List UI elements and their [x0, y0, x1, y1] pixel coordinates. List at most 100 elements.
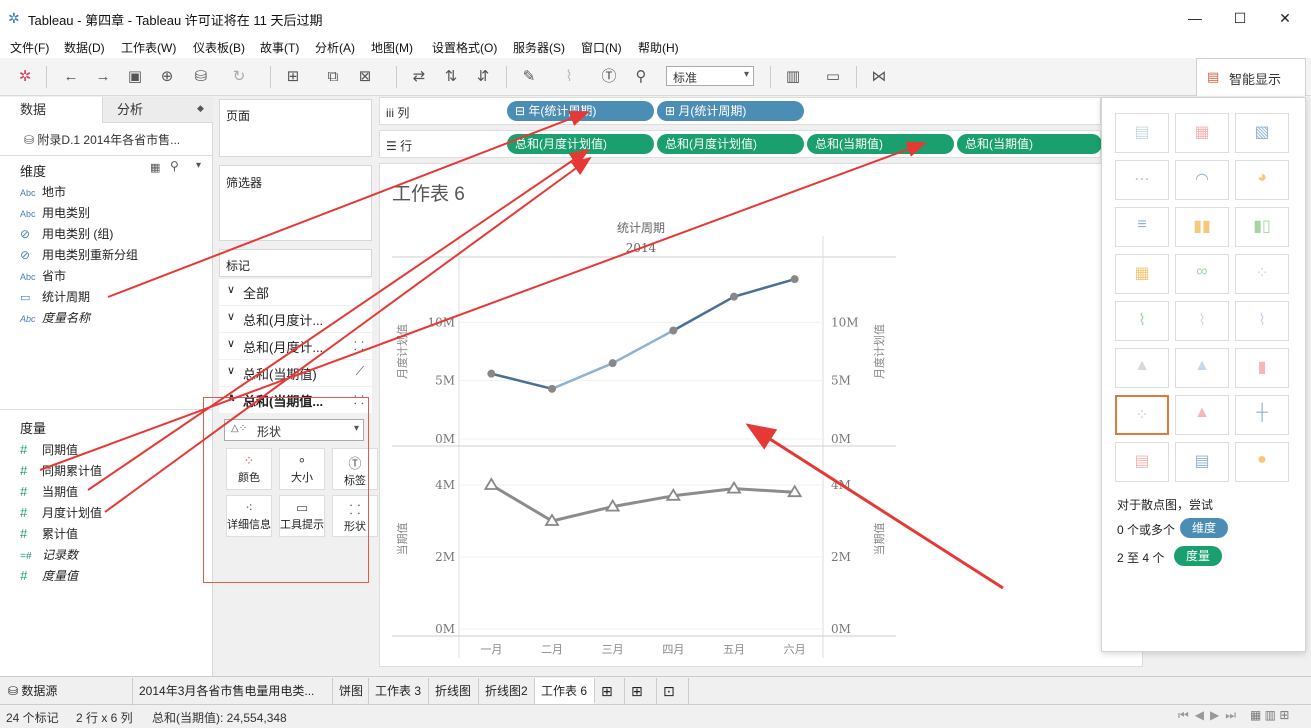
chart-type-thumbnail[interactable]: ●	[1235, 442, 1289, 482]
menu-data[interactable]: 数据(D)	[64, 41, 105, 55]
marks-row[interactable]: ∨ 总和(当期值) ⟋	[219, 360, 372, 386]
chart-type-thumbnail[interactable]: ≡	[1115, 207, 1169, 247]
dimension-field[interactable]: ▭ 统计周期	[20, 288, 90, 308]
minimize-button[interactable]: —	[1188, 10, 1202, 26]
show-me-tab[interactable]: ▤ 智能显示	[1196, 58, 1306, 96]
highlight-icon[interactable]: ✎	[522, 68, 536, 85]
chart-type-thumbnail[interactable]: ▤	[1115, 442, 1169, 482]
menu-dashboard[interactable]: 仪表板(B)	[193, 41, 245, 55]
dimension-field[interactable]: Abc 度量名称	[20, 309, 90, 329]
marks-row[interactable]: ∨ 总和(月度计... ⸬	[219, 333, 372, 359]
chart-type-thumbnail[interactable]: ∞	[1175, 254, 1229, 294]
undo-icon[interactable]: ←	[63, 68, 79, 85]
menu-server[interactable]: 服务器(S)	[513, 41, 565, 55]
save-icon[interactable]: ▣	[127, 68, 143, 85]
menu-worksheet[interactable]: 工作表(W)	[121, 41, 177, 55]
dimension-field[interactable]: Abc 地市	[20, 183, 66, 203]
refresh-icon[interactable]: ↻	[232, 68, 246, 85]
columns-shelf[interactable]: iii 列 ⊟ 年(统计周期) ⊞ 月(统计周期)	[379, 97, 1101, 125]
new-worksheet-icon[interactable]: ⊞	[286, 68, 300, 85]
pin-icon[interactable]: ⚲	[635, 68, 647, 85]
marks-row[interactable]: ∨ 总和(月度计...	[219, 306, 372, 332]
chart-type-thumbnail[interactable]: ┼	[1235, 395, 1289, 435]
filters-card[interactable]: 筛选器	[219, 165, 372, 241]
measure-field[interactable]: # 度量值	[20, 567, 78, 587]
chart-type-thumbnail[interactable]: ▲	[1115, 348, 1169, 388]
new-datasource-icon[interactable]: ⊕	[160, 68, 174, 85]
grid-view-icon[interactable]: ▦	[150, 162, 161, 174]
measure-field[interactable]: =# 记录数	[20, 546, 78, 566]
menu-format[interactable]: 设置格式(O)	[432, 41, 498, 55]
measure-field[interactable]: # 累计值	[20, 525, 78, 545]
tab-datasource[interactable]: ⛁ 数据源	[0, 678, 133, 704]
menu-story[interactable]: 故事(T)	[260, 41, 300, 55]
presentation-icon[interactable]: ▭	[825, 68, 841, 85]
chart-type-thumbnail[interactable]: ◕	[1235, 160, 1289, 200]
chevron-down-icon[interactable]: ▾	[196, 160, 202, 171]
label-icon[interactable]: Ⓣ	[601, 68, 617, 85]
chart-type-thumbnail[interactable]: ◠	[1175, 160, 1229, 200]
tableau-icon[interactable]: ✲	[18, 68, 32, 85]
chart-type-thumbnail[interactable]: ▲	[1175, 395, 1229, 435]
tab-data[interactable]: 数据	[0, 97, 102, 123]
chart-type-thumbnail[interactable]: ▤	[1175, 442, 1229, 482]
sheet-tab[interactable]: 折线图2	[479, 678, 535, 704]
menu-map[interactable]: 地图(M)	[371, 41, 413, 55]
chart-type-thumbnail[interactable]: ▧	[1235, 113, 1289, 153]
new-dashboard-icon[interactable]: ⊞	[625, 678, 657, 704]
sheet-tab[interactable]: 饼图	[333, 678, 369, 704]
dimension-field[interactable]: ⊘ 用电类别 (组)	[20, 225, 113, 245]
fit-select[interactable]: 标准 ▾	[666, 66, 754, 86]
chart-type-thumbnail[interactable]: ▮	[1235, 348, 1289, 388]
sheet-tab[interactable]: 工作表 3	[369, 678, 429, 704]
pages-card[interactable]: 页面	[219, 99, 372, 157]
chart-type-thumbnail[interactable]: ▦	[1175, 113, 1229, 153]
menu-analysis[interactable]: 分析(A)	[315, 41, 355, 55]
column-pill-year[interactable]: ⊟ 年(统计周期)	[507, 101, 654, 121]
chart-type-thumbnail[interactable]: ▤	[1115, 113, 1169, 153]
dimension-field[interactable]: ⊘ 用电类别重新分组	[20, 246, 138, 266]
chart-type-thumbnail[interactable]: ⁘	[1115, 395, 1169, 435]
chart-type-thumbnail[interactable]: ⌇	[1235, 301, 1289, 341]
menu-file[interactable]: 文件(F)	[10, 41, 50, 55]
chart-type-thumbnail[interactable]: ⁘	[1235, 254, 1289, 294]
share-icon[interactable]: ⋈	[871, 68, 887, 85]
row-pill[interactable]: 总和(当期值)	[957, 134, 1102, 154]
measure-field[interactable]: # 月度计划值	[20, 504, 102, 524]
new-story-icon[interactable]: ⊡	[657, 678, 689, 704]
dimension-field[interactable]: Abc 省市	[20, 267, 66, 287]
sheet-tab[interactable]: 折线图	[429, 678, 479, 704]
menu-window[interactable]: 窗口(N)	[581, 41, 622, 55]
row-pill[interactable]: 总和(当期值)	[807, 134, 954, 154]
search-icon[interactable]: ⚲	[170, 159, 179, 173]
measure-field[interactable]: # 同期累计值	[20, 462, 102, 482]
measure-field[interactable]: # 同期值	[20, 441, 78, 461]
measure-field[interactable]: # 当期值	[20, 483, 78, 503]
group-icon[interactable]: ⌇	[565, 68, 573, 85]
grid-view-icon[interactable]: ▦ ▥ ⊞	[1250, 708, 1290, 722]
worksheet-view[interactable]: 工作表 6 统计周期 2014 0M 0M 5M 5M 10M 10M 月度计划值 月度计划值 0M…	[379, 163, 1143, 667]
chart-type-thumbnail[interactable]: ▲	[1175, 348, 1229, 388]
row-pill[interactable]: 总和(月度计划值)	[657, 134, 804, 154]
clear-sheet-icon[interactable]: ⊠	[358, 68, 372, 85]
column-pill-month[interactable]: ⊞ 月(统计周期)	[657, 101, 804, 121]
sheet-tab[interactable]: 2014年3月各省市售电量用电类...	[133, 678, 333, 704]
swap-icon[interactable]: ⇄	[412, 68, 426, 85]
sheet-nav-icon[interactable]: ⏮◀▶⏭	[1178, 708, 1243, 722]
chart-type-thumbnail[interactable]: ⋯	[1115, 160, 1169, 200]
datasource-icon[interactable]: ⛁	[194, 68, 208, 85]
chart-type-thumbnail[interactable]: ▮▯	[1235, 207, 1289, 247]
marks-row-all[interactable]: ∨ 全部	[219, 279, 372, 305]
duplicate-icon[interactable]: ⧉	[327, 68, 339, 85]
chart-type-thumbnail[interactable]: ⌇	[1175, 301, 1229, 341]
new-worksheet-icon[interactable]: ⊞	[595, 678, 625, 704]
close-button[interactable]: ✕	[1279, 10, 1291, 26]
rows-shelf[interactable]: ☰ 行 总和(月度计划值) 总和(月度计划值) 总和(当期值) 总和(当期值)	[379, 130, 1102, 158]
maximize-button[interactable]: ☐	[1233, 10, 1247, 26]
dimension-field[interactable]: Abc 用电类别	[20, 204, 90, 224]
sort-descending-icon[interactable]: ⇵	[476, 68, 490, 85]
row-pill[interactable]: 总和(月度计划值)	[507, 134, 654, 154]
redo-icon[interactable]: →	[95, 68, 111, 85]
sheet-tab-active[interactable]: 工作表 6	[535, 678, 595, 704]
chart-type-thumbnail[interactable]: ⌇	[1115, 301, 1169, 341]
